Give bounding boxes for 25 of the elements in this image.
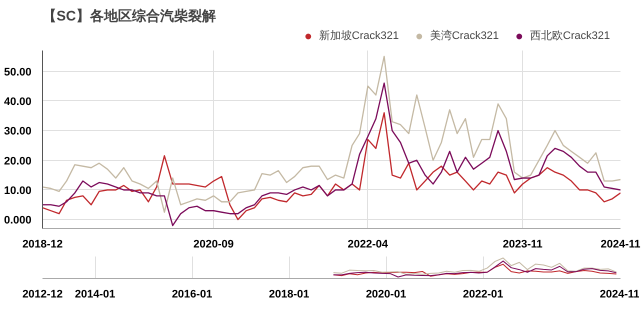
x-tick-label: 2024-11 <box>600 288 640 300</box>
x-tick-label: 2018-01 <box>268 288 310 300</box>
y-tick-label: 0.000 <box>4 214 32 227</box>
x-tick-label: 2016-01 <box>172 288 212 300</box>
x-tick-label: 2020-01 <box>366 288 406 300</box>
x-tick-label: 2023-11 <box>502 238 543 250</box>
line-series <box>42 56 620 213</box>
legend-label: 新加坡Crack321 <box>318 28 399 43</box>
line-series <box>42 112 620 220</box>
chart-title: 【SC】各地区综合汽柴裂解 <box>42 8 216 24</box>
legend-label: 西北欧Crack321 <box>530 29 610 43</box>
y-tick-label: 40.00 <box>4 96 32 108</box>
y-tick-label: 20.00 <box>4 155 32 168</box>
x-tick-label: 2014-01 <box>74 288 116 300</box>
y-tick-label: 10.00 <box>4 184 32 197</box>
y-tick-label: 50.00 <box>4 66 32 78</box>
x-tick-label: 2012-12 <box>22 288 63 300</box>
x-tick-label: 2022-01 <box>462 288 504 300</box>
y-tick-label: 30.00 <box>4 126 32 138</box>
legend-label: 美湾Crack321 <box>430 28 499 43</box>
line-series <box>42 82 620 226</box>
x-tick-label: 2022-04 <box>348 238 389 250</box>
x-tick-label: 2024-11 <box>600 238 640 250</box>
x-tick-label: 2020-09 <box>193 238 234 250</box>
x-tick-label: 2018-12 <box>22 238 63 250</box>
